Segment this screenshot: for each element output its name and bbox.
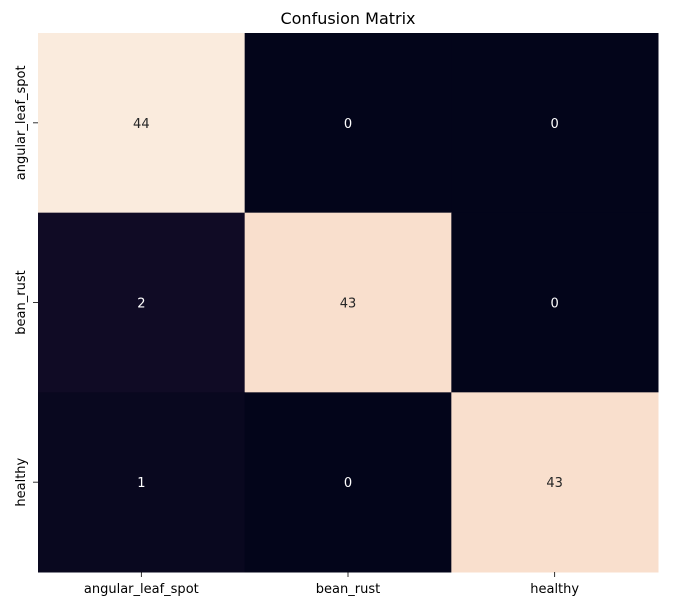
y-tick-label: angular_leaf_spot [14,65,29,180]
heatmap-cells [38,33,659,573]
heatmap-cell-r0-c1 [244,33,452,214]
cell-value-label-r1-c1: 43 [340,297,357,312]
heatmap-cell-r2-c1 [244,392,452,573]
heatmap-cell-r1-c1 [244,212,452,393]
heatmap-cell-r2-c0 [38,392,246,573]
cell-value-label-r1-c2: 0 [551,297,559,312]
cell-value-label-r0-c1: 0 [344,117,352,132]
heatmap-cell-r1-c2 [451,212,659,393]
cell-value-label-r0-c2: 0 [551,117,559,132]
y-tick-label: bean_rust [14,270,29,334]
x-tick-label: bean_rust [316,582,380,597]
cell-value-label-r2-c0: 1 [137,476,145,491]
cell-value-label-r1-c0: 2 [137,297,145,312]
x-tick-label: healthy [530,582,579,597]
heatmap-cell-r1-c0 [38,212,246,393]
cell-value-label-r2-c1: 0 [344,476,352,491]
x-tick-label: angular_leaf_spot [84,582,199,597]
y-tick-label: healthy [14,457,29,506]
chart-title: Confusion Matrix [280,9,415,28]
cell-value-label-r2-c2: 43 [546,476,563,491]
heatmap-cell-r0-c0 [38,33,246,214]
cell-value-labels: 44 0 0 2 43 0 1 0 43 [133,117,563,491]
heatmap-cell-r0-c2 [451,33,659,214]
heatmap-cell-r2-c2 [451,392,659,573]
cell-value-label-r0-c0: 44 [133,117,150,132]
x-axis: angular_leaf_spot bean_rust healthy [84,572,579,597]
